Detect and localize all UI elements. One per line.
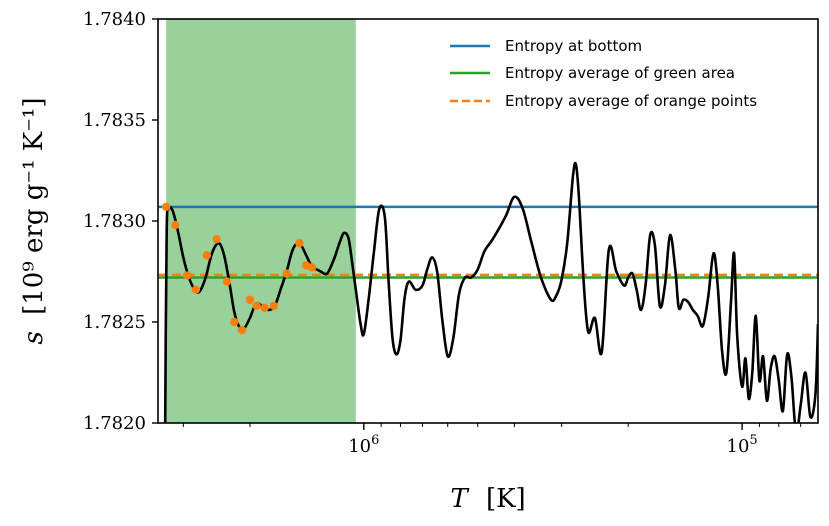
y-axis-ticks: 1.7820 1.7825 1.7830 1.7835 1.7840: [83, 9, 158, 434]
legend-label-orange: Entropy average of orange points: [505, 92, 757, 110]
y-tick-label: 1.7840: [83, 9, 146, 30]
x-axis-label-unit: [K]: [486, 484, 526, 514]
orange-point: [295, 239, 304, 248]
x-tick-label: 106: [348, 433, 379, 457]
orange-point: [222, 277, 232, 286]
plot-area: [158, 19, 818, 423]
orange-point: [161, 202, 171, 212]
y-axis-label: s [10⁹ erg g⁻¹ K⁻¹]: [19, 97, 49, 344]
orange-point: [237, 325, 247, 335]
orange-point: [202, 251, 212, 260]
x-axis-label: T [K]: [450, 484, 525, 514]
svg-text:T [K]: T [K]: [450, 484, 525, 514]
x-axis-ticks: 106 105: [182, 423, 802, 457]
y-tick-label: 1.7825: [83, 312, 146, 333]
orange-point: [171, 220, 180, 230]
orange-point: [282, 269, 291, 278]
orange-point: [230, 317, 239, 327]
orange-point: [191, 285, 201, 294]
orange-point: [269, 301, 278, 311]
green-shaded-region: [166, 19, 356, 423]
orange-point: [183, 271, 192, 280]
legend-label-green: Entropy average of green area: [505, 64, 735, 82]
y-axis-label-symbol: s: [19, 331, 49, 344]
legend-label-bottom: Entropy at bottom: [505, 37, 642, 55]
orange-point: [245, 295, 255, 304]
orange-point: [252, 301, 261, 311]
y-tick-label: 1.7820: [83, 413, 146, 434]
y-tick-label: 1.7830: [83, 211, 146, 232]
orange-point: [260, 303, 269, 313]
orange-point: [307, 263, 317, 272]
x-tick-label: 105: [727, 433, 758, 457]
svg-text:s [10⁹ erg g⁻¹ K⁻¹]: s [10⁹ erg g⁻¹ K⁻¹]: [19, 97, 49, 344]
y-axis-label-unit: [10⁹ erg g⁻¹ K⁻¹]: [19, 97, 49, 314]
y-tick-label: 1.7835: [83, 110, 146, 131]
orange-point: [212, 234, 221, 244]
orange-points: [161, 202, 317, 335]
x-axis-label-symbol: T: [450, 484, 469, 514]
legend: Entropy at bottom Entropy average of gre…: [450, 37, 757, 110]
